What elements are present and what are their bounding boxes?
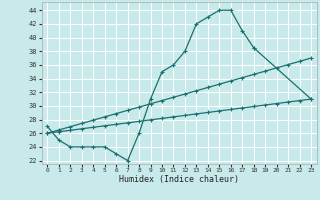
X-axis label: Humidex (Indice chaleur): Humidex (Indice chaleur) [119, 175, 239, 184]
